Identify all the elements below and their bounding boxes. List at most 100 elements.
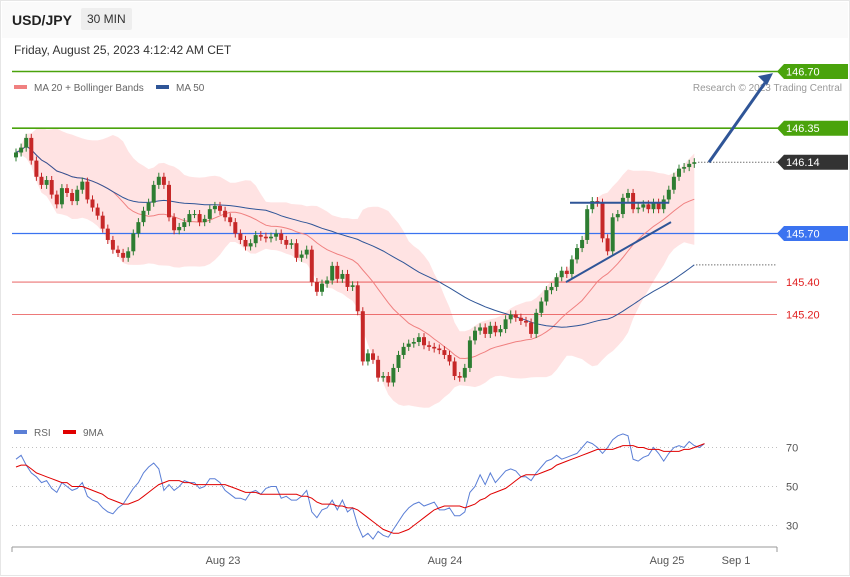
candle-body xyxy=(95,207,100,216)
candle-body xyxy=(687,163,692,168)
candle xyxy=(661,195,666,214)
resistance-price-tag xyxy=(777,63,848,79)
candle-body xyxy=(269,236,273,239)
candle-body xyxy=(518,317,523,321)
candle xyxy=(29,133,34,165)
candle xyxy=(284,235,289,249)
candle xyxy=(350,281,355,291)
candle xyxy=(54,190,59,209)
candle xyxy=(156,172,161,189)
candle-body xyxy=(177,227,182,231)
candle-body xyxy=(355,285,360,312)
candle xyxy=(309,245,314,287)
rsi-legend-label: RSI xyxy=(34,428,51,439)
candle-body xyxy=(70,192,75,202)
candle xyxy=(141,206,146,227)
candle xyxy=(325,276,330,288)
candle-body xyxy=(636,207,641,210)
candle-body xyxy=(294,243,299,258)
candle-body xyxy=(146,202,151,211)
candle xyxy=(401,342,406,360)
candle-body xyxy=(100,215,105,229)
candle xyxy=(289,239,294,249)
candle-body xyxy=(467,340,472,368)
candle xyxy=(161,172,166,189)
candle xyxy=(488,321,493,338)
target-arrow-line xyxy=(707,81,767,164)
candle-body xyxy=(212,205,217,210)
candle-body xyxy=(187,214,192,223)
x-tick-label: Aug 24 xyxy=(428,555,463,567)
candle-body xyxy=(406,343,411,347)
candle xyxy=(677,164,681,181)
candle xyxy=(80,177,85,194)
candle xyxy=(243,235,248,251)
candle xyxy=(90,195,95,212)
candle-body xyxy=(44,180,49,185)
candle-body xyxy=(34,160,39,177)
candle-body xyxy=(677,168,681,177)
candle xyxy=(687,159,692,172)
candle-body xyxy=(651,202,656,210)
candle-body xyxy=(136,222,141,234)
candle xyxy=(600,198,605,243)
candle xyxy=(371,349,375,364)
candle xyxy=(151,180,156,207)
candle-body xyxy=(325,280,330,284)
candle xyxy=(559,266,564,282)
candle xyxy=(580,235,585,253)
candle xyxy=(447,350,452,366)
candle xyxy=(335,261,340,283)
candlesticks xyxy=(14,133,697,387)
candle-body xyxy=(330,265,335,281)
candle xyxy=(534,308,539,338)
candle xyxy=(223,206,228,222)
candle xyxy=(483,323,488,338)
candle xyxy=(457,371,462,382)
candle xyxy=(253,231,258,248)
candle-body xyxy=(192,214,197,216)
candle xyxy=(105,224,110,245)
candle xyxy=(345,269,350,291)
timeframe-button[interactable]: 30 MIN xyxy=(81,8,132,30)
rsi-ma-legend-label: 9MA xyxy=(83,428,104,439)
candle-body xyxy=(59,188,64,205)
candle-body xyxy=(401,346,406,355)
candle xyxy=(258,231,263,241)
candle-body xyxy=(116,249,120,253)
candle xyxy=(340,269,345,283)
candle-body xyxy=(24,137,29,148)
resistance-price-label: 146.70 xyxy=(786,66,820,78)
candle xyxy=(274,229,279,241)
resistance-price-tag xyxy=(777,120,848,136)
candle xyxy=(314,278,319,296)
candle-body xyxy=(172,217,177,231)
candle xyxy=(218,201,222,215)
candle xyxy=(539,297,544,317)
candle-body xyxy=(666,189,671,200)
candle-body xyxy=(110,239,115,250)
candle-body xyxy=(309,249,314,283)
candle-body xyxy=(554,277,559,287)
ma20-legend-swatch xyxy=(14,85,27,89)
candle xyxy=(442,346,447,360)
candle-body xyxy=(161,176,166,185)
candle-body xyxy=(656,202,661,210)
candle-body xyxy=(682,167,687,169)
candle xyxy=(391,363,396,387)
candle xyxy=(304,245,309,259)
candle-body xyxy=(105,228,110,240)
candle-body xyxy=(422,337,426,346)
candle-body xyxy=(14,152,18,158)
candle-body xyxy=(381,376,386,378)
candle xyxy=(462,363,467,382)
candle xyxy=(666,185,671,204)
support-price-label: 145.40 xyxy=(786,277,820,289)
candle xyxy=(263,232,268,243)
candle xyxy=(564,266,569,279)
candle xyxy=(671,172,676,194)
candle-body xyxy=(156,176,161,185)
candle-body xyxy=(483,327,488,334)
candle-body xyxy=(462,367,467,378)
